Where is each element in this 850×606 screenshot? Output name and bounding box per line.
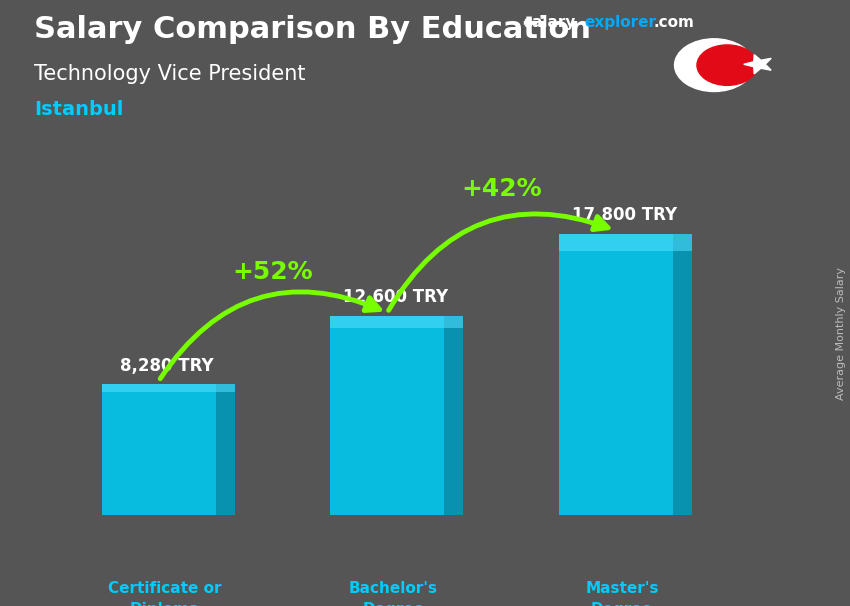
Bar bbox=[101, 384, 235, 392]
Text: Certificate or
Diploma: Certificate or Diploma bbox=[108, 581, 222, 606]
Bar bbox=[558, 234, 673, 515]
Text: 8,280 TRY: 8,280 TRY bbox=[120, 357, 214, 375]
Text: salary: salary bbox=[523, 15, 575, 30]
Text: explorer: explorer bbox=[584, 15, 656, 30]
Text: +52%: +52% bbox=[233, 259, 314, 284]
Bar bbox=[445, 316, 463, 515]
Bar bbox=[101, 384, 216, 515]
Text: Salary Comparison By Education: Salary Comparison By Education bbox=[34, 15, 591, 44]
Bar bbox=[216, 384, 235, 515]
Text: Bachelor's
Degree: Bachelor's Degree bbox=[349, 581, 438, 606]
Text: 17,800 TRY: 17,800 TRY bbox=[571, 206, 677, 224]
Text: 12,600 TRY: 12,600 TRY bbox=[343, 288, 448, 307]
Circle shape bbox=[675, 39, 754, 92]
Text: Average Monthly Salary: Average Monthly Salary bbox=[836, 267, 846, 400]
Bar bbox=[558, 234, 692, 251]
Bar bbox=[330, 316, 445, 515]
Text: Istanbul: Istanbul bbox=[34, 100, 123, 119]
Bar bbox=[330, 316, 463, 328]
Polygon shape bbox=[744, 55, 771, 74]
Text: .com: .com bbox=[654, 15, 694, 30]
Text: +42%: +42% bbox=[462, 178, 541, 201]
Text: Master's
Degree: Master's Degree bbox=[586, 581, 659, 606]
Text: Technology Vice President: Technology Vice President bbox=[34, 64, 305, 84]
Bar bbox=[673, 234, 692, 515]
Circle shape bbox=[697, 45, 757, 85]
